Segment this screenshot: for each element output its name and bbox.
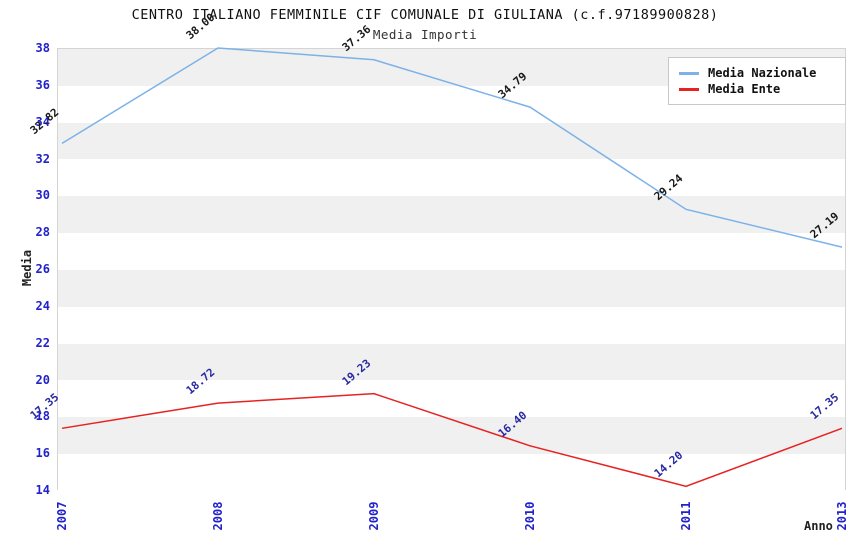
legend-item: Media Nazionale	[679, 65, 835, 81]
y-tick-label: 34	[35, 114, 50, 129]
plot-band	[58, 159, 845, 197]
y-tick-label: 36	[35, 77, 50, 92]
legend-label: Media Ente	[708, 82, 781, 96]
y-tick-label: 28	[35, 225, 50, 240]
plot-band	[58, 343, 845, 381]
plot-band	[58, 306, 845, 344]
y-tick-label: 18	[35, 409, 50, 424]
x-axis-title: Anno	[804, 519, 833, 533]
legend-line-swatch	[679, 71, 699, 75]
legend-line-swatch	[679, 87, 699, 91]
series-line-media-ente	[61, 392, 843, 488]
y-tick-label: 30	[35, 188, 50, 203]
plot-band	[58, 380, 845, 418]
y-tick-label: 24	[35, 298, 50, 313]
legend: Media Nazionale Media Ente	[668, 57, 846, 105]
plot-area	[57, 48, 846, 491]
x-tick-label: 2007	[55, 501, 69, 531]
x-tick-label: 2013	[835, 501, 849, 531]
x-tick-label: 2009	[367, 501, 381, 531]
y-tick-label: 26	[35, 262, 50, 276]
chart-title: CENTRO ITALIANO FEMMINILE CIF COMUNALE D…	[131, 7, 719, 23]
series-line-media-nazionale	[61, 47, 843, 248]
y-tick-label: 32	[35, 151, 50, 166]
y-tick-label: 22	[35, 335, 50, 350]
plot-band	[58, 417, 845, 455]
x-tick-label: 2010	[523, 501, 537, 531]
x-tick-label: 2011	[679, 501, 693, 531]
y-tick-label: 38	[35, 41, 50, 55]
y-tick-label: 16	[35, 446, 50, 461]
y-tick-label: 20	[35, 372, 50, 387]
plot-band	[58, 270, 845, 307]
y-tick-label: 14	[35, 483, 50, 497]
legend-label: Media Nazionale	[708, 66, 817, 80]
chart-subtitle: Media Importi	[372, 27, 478, 42]
legend-item: Media Ente	[679, 81, 835, 97]
plot-band	[58, 196, 845, 234]
plot-band	[58, 454, 845, 491]
plot-band	[58, 233, 845, 270]
x-tick-label: 2008	[211, 501, 225, 531]
plot-band	[58, 122, 845, 160]
series-lines-layer	[61, 47, 843, 488]
